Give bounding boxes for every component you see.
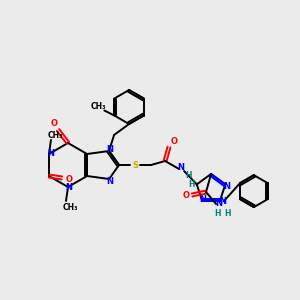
Text: N: N — [106, 145, 114, 154]
Text: H: H — [214, 208, 220, 217]
Text: N: N — [65, 184, 73, 193]
Text: H: H — [224, 208, 230, 217]
Text: H: H — [188, 180, 195, 189]
Text: O: O — [65, 175, 72, 184]
Text: N: N — [200, 195, 207, 204]
Text: O: O — [183, 191, 190, 200]
Text: N: N — [223, 182, 230, 191]
Text: CH₃: CH₃ — [91, 102, 106, 111]
Text: N: N — [106, 176, 114, 185]
Text: N: N — [178, 164, 184, 172]
Text: CH₃: CH₃ — [62, 202, 78, 211]
Text: N: N — [47, 148, 54, 158]
Text: O: O — [50, 119, 58, 128]
Text: O: O — [171, 137, 178, 146]
Text: S: S — [132, 160, 138, 169]
Text: N: N — [219, 196, 226, 206]
Text: H: H — [185, 170, 191, 179]
Text: N: N — [216, 200, 223, 208]
Text: CH₃: CH₃ — [47, 130, 63, 140]
